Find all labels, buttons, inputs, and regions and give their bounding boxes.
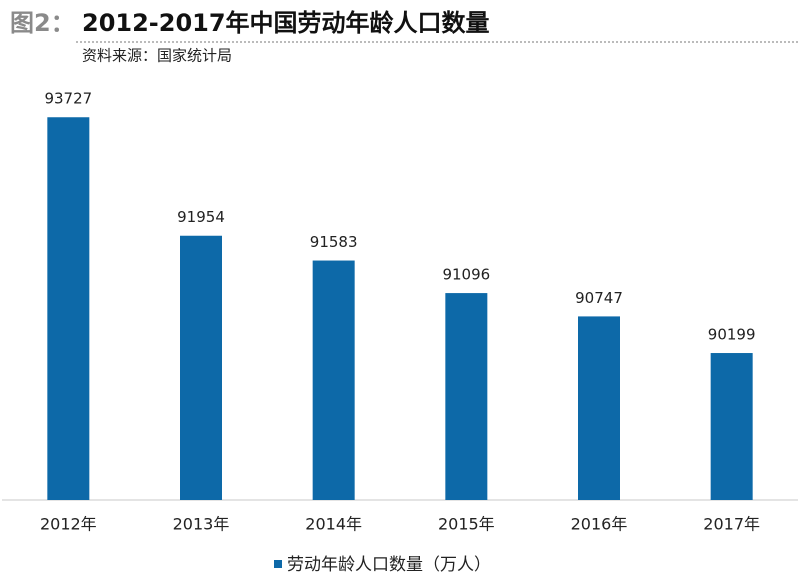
value-label: 90747 — [575, 289, 623, 307]
legend-label: 劳动年龄人口数量（万人） — [287, 555, 491, 575]
bar — [578, 316, 620, 500]
x-tick-label: 2012年 — [40, 515, 97, 534]
x-tick-label: 2015年 — [438, 515, 495, 534]
chart-title: 2012-2017年中国劳动年龄人口数量 — [82, 9, 490, 37]
value-label: 91583 — [310, 233, 358, 251]
figure-label: 图2： — [10, 9, 75, 37]
bar — [180, 235, 222, 500]
x-tick-label: 2016年 — [571, 515, 628, 534]
value-label: 91096 — [442, 266, 490, 284]
x-tick-label: 2017年 — [703, 515, 760, 534]
value-label: 93727 — [44, 90, 92, 108]
value-label: 91954 — [177, 208, 225, 226]
value-label: 90199 — [708, 326, 756, 344]
bar — [445, 293, 488, 500]
bar — [710, 353, 753, 500]
bar — [47, 117, 90, 501]
chart-subtitle: 资料来源：国家统计局 — [82, 47, 232, 65]
x-tick-label: 2014年 — [305, 515, 362, 534]
bar — [312, 260, 355, 500]
x-tick-label: 2013年 — [173, 515, 230, 534]
legend-swatch — [274, 560, 282, 568]
